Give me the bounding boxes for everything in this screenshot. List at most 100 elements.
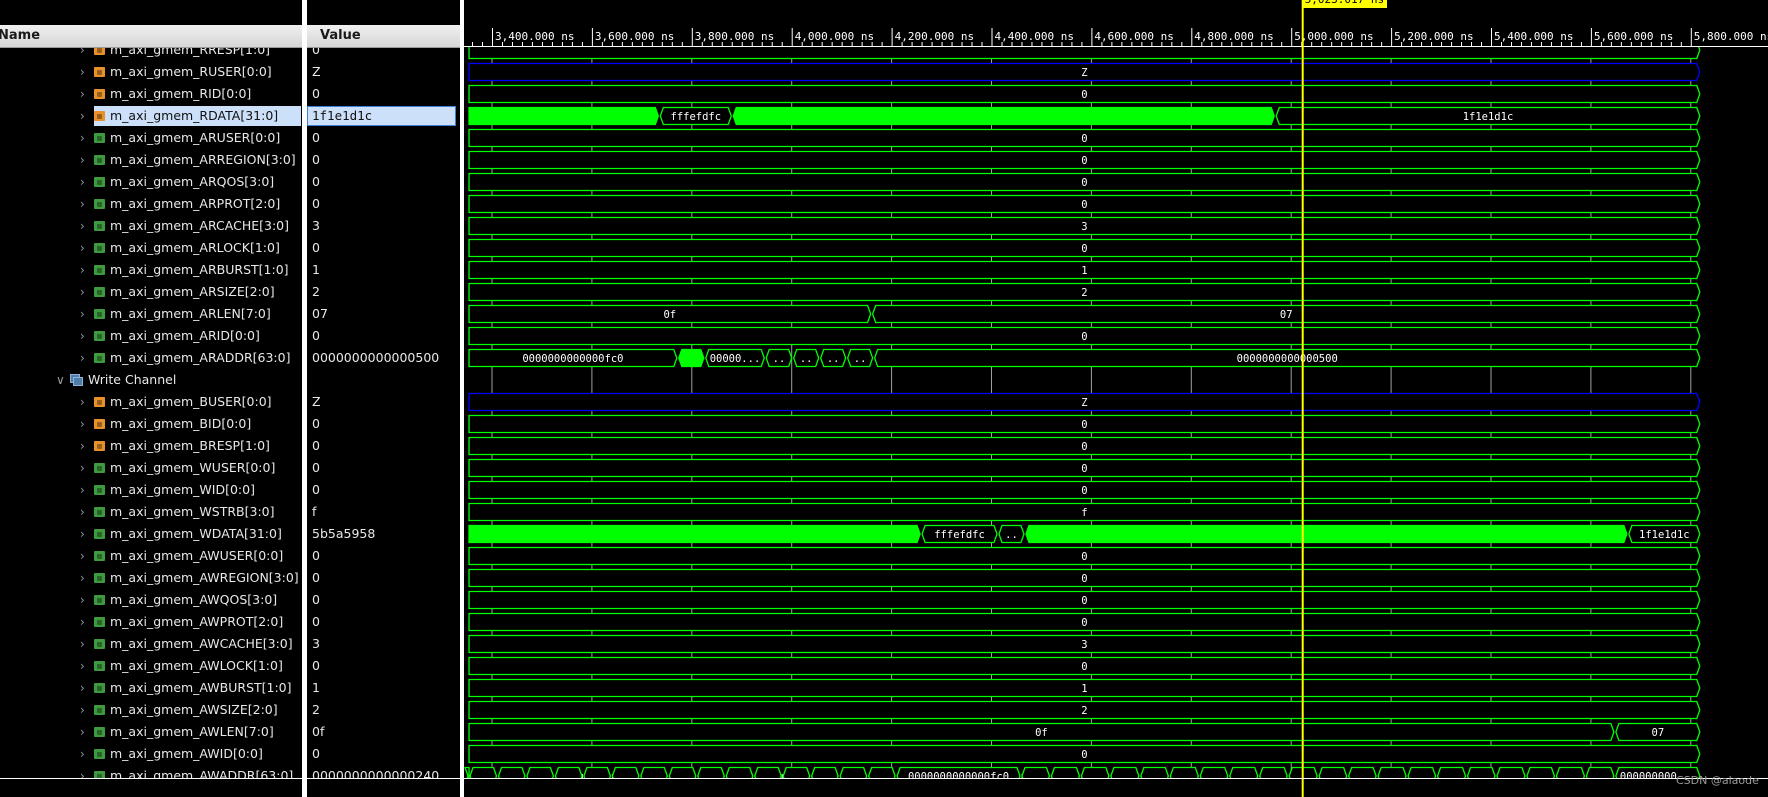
signal-trace[interactable]: 0 [468,436,1701,456]
signal-value-row[interactable]: 1f1e1d1c [307,105,460,127]
signal-value-row[interactable]: 0 [307,237,460,259]
signal-trace[interactable]: 0 [468,326,1701,346]
signal-value-row[interactable]: 0 [307,413,460,435]
expand-chevron-icon[interactable]: › [80,417,85,431]
signal-trace[interactable]: fffefdfc 1f1e1d1c [468,106,1701,126]
name-value-splitter[interactable] [302,0,307,797]
signal-trace[interactable]: 0 [468,480,1701,500]
signal-value-row[interactable]: 0 [307,325,460,347]
signal-row[interactable]: › m_axi_gmem_ARADDR[63:0] [0,347,302,369]
waveform-canvas[interactable]: 3,400.000 ns 3,600.000 ns 3,800.000 ns 4,00… [464,0,1768,797]
signal-value-row[interactable]: f [307,501,460,523]
expand-chevron-icon[interactable]: › [80,351,85,365]
expand-chevron-icon[interactable]: › [80,307,85,321]
signal-row[interactable]: › m_axi_gmem_ARLOCK[1:0] [0,237,302,259]
signal-value-row[interactable]: 2 [307,281,460,303]
expand-chevron-icon[interactable]: › [80,681,85,695]
signal-trace[interactable]: 0 [468,150,1701,170]
expand-chevron-icon[interactable]: › [80,593,85,607]
expand-chevron-icon[interactable]: › [80,549,85,563]
signal-trace[interactable]: 0f 07 [468,722,1701,742]
signal-row[interactable]: › m_axi_gmem_AWLOCK[1:0] [0,655,302,677]
expand-chevron-icon[interactable]: › [80,131,85,145]
signal-trace[interactable]: 3 [468,216,1701,236]
expand-chevron-icon[interactable]: › [80,109,85,123]
expand-chevron-icon[interactable]: › [80,527,85,541]
signal-row[interactable]: › m_axi_gmem_RRESP[1:0] [0,47,302,61]
signal-trace[interactable]: 0 [468,128,1701,148]
expand-chevron-icon[interactable]: › [80,153,85,167]
signal-row[interactable]: › m_axi_gmem_WUSER[0:0] [0,457,302,479]
signal-row[interactable]: › m_axi_gmem_WDATA[31:0] [0,523,302,545]
expand-chevron-icon[interactable]: › [80,637,85,651]
value-wave-splitter[interactable] [460,0,464,797]
expand-chevron-icon[interactable]: › [80,659,85,673]
signal-value-row[interactable]: Z [307,391,460,413]
expand-chevron-icon[interactable]: › [80,461,85,475]
signal-trace[interactable]: 0 [468,612,1701,632]
signal-trace[interactable]: 0 [468,590,1701,610]
expand-chevron-icon[interactable]: › [80,219,85,233]
cursor-time-label[interactable]: 5,023.017 ns [1301,0,1388,8]
signal-trace[interactable]: 0 [468,458,1701,478]
signal-value-row[interactable]: 0 [307,743,460,765]
signal-row[interactable]: › m_axi_gmem_ARUSER[0:0] [0,127,302,149]
signal-value-row[interactable]: 0f [307,721,460,743]
signal-trace[interactable]: 0 [468,194,1701,214]
signal-row[interactable]: › m_axi_gmem_ARCACHE[3:0] [0,215,302,237]
signal-trace[interactable]: 3 [468,634,1701,654]
signal-trace[interactable]: fffefdfc.. 1f1e1d1c [468,524,1701,544]
signal-trace[interactable]: 0 [468,546,1701,566]
signal-row[interactable]: › m_axi_gmem_BUSER[0:0] [0,391,302,413]
signal-trace[interactable]: 0000000000000fc0 00000........... 00000000… [468,348,1701,368]
expand-chevron-icon[interactable]: › [80,285,85,299]
signal-value-row[interactable]: Z [307,61,460,83]
signal-row[interactable]: › m_axi_gmem_AWID[0:0] [0,743,302,765]
signal-row[interactable]: › m_axi_gmem_AWCACHE[3:0] [0,633,302,655]
signal-trace[interactable]: 0f 07 [468,304,1701,324]
signal-value-row[interactable]: 07 [307,303,460,325]
signal-value-row[interactable]: 0 [307,193,460,215]
signal-row[interactable]: › m_axi_gmem_AWADDR[63:0] [0,765,302,779]
signal-value-row[interactable]: 0 [307,655,460,677]
signal-value-row[interactable]: 0 [307,479,460,501]
signal-value-row[interactable]: 3 [307,633,460,655]
signal-trace[interactable]: 0 [468,568,1701,588]
signal-row[interactable]: › m_axi_gmem_AWREGION[3:0] [0,567,302,589]
collapse-chevron-icon[interactable]: ∨ [56,373,65,387]
signal-trace[interactable]: ........................................… [464,766,1701,785]
signal-trace[interactable]: 0 [468,172,1701,192]
signal-row[interactable]: › m_axi_gmem_RID[0:0] [0,83,302,105]
signal-row[interactable]: › m_axi_gmem_ARID[0:0] [0,325,302,347]
signal-value-row[interactable]: 2 [307,699,460,721]
signal-row[interactable]: › m_axi_gmem_AWPROT[2:0] [0,611,302,633]
signal-row[interactable]: › m_axi_gmem_RUSER[0:0] [0,61,302,83]
expand-chevron-icon[interactable]: › [80,505,85,519]
signal-row[interactable]: › m_axi_gmem_AWSIZE[2:0] [0,699,302,721]
signal-row[interactable]: › m_axi_gmem_WSTRB[3:0] [0,501,302,523]
expand-chevron-icon[interactable]: › [80,483,85,497]
signal-row[interactable]: › m_axi_gmem_ARREGION[3:0] [0,149,302,171]
signal-row[interactable]: › m_axi_gmem_ARLEN[7:0] [0,303,302,325]
expand-chevron-icon[interactable]: › [80,47,85,57]
signal-value-row[interactable]: 1 [307,677,460,699]
signal-trace[interactable]: 0 [468,414,1701,434]
signal-trace[interactable] [468,42,1701,60]
signal-trace[interactable]: f [468,502,1701,522]
signal-row[interactable]: › m_axi_gmem_AWUSER[0:0] [0,545,302,567]
signal-row[interactable]: › m_axi_gmem_AWLEN[7:0] [0,721,302,743]
signal-row[interactable]: › m_axi_gmem_AWBURST[1:0] [0,677,302,699]
group-row-write-channel[interactable]: ∨ Write Channel [0,369,302,391]
expand-chevron-icon[interactable]: › [80,769,85,779]
signal-row[interactable]: › m_axi_gmem_AWQOS[3:0] [0,589,302,611]
signal-value-row[interactable]: 0 [307,127,460,149]
expand-chevron-icon[interactable]: › [80,175,85,189]
signal-row[interactable]: › m_axi_gmem_BID[0:0] [0,413,302,435]
signal-value-row[interactable]: 3 [307,215,460,237]
signal-value-row[interactable]: 0 [307,457,460,479]
expand-chevron-icon[interactable]: › [80,329,85,343]
signal-row[interactable]: › m_axi_gmem_ARBURST[1:0] [0,259,302,281]
signal-row[interactable]: › m_axi_gmem_ARPROT[2:0] [0,193,302,215]
signal-row[interactable]: › m_axi_gmem_WID[0:0] [0,479,302,501]
expand-chevron-icon[interactable]: › [80,615,85,629]
